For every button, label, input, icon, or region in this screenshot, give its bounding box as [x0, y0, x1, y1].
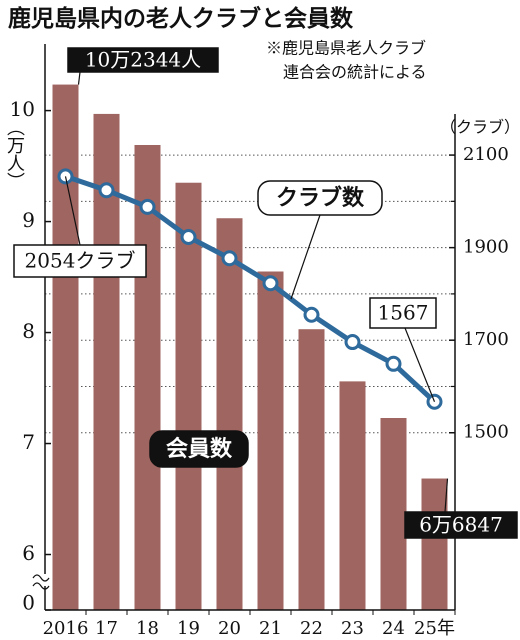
marker	[262, 275, 279, 292]
bar	[339, 381, 366, 610]
callout	[444, 478, 449, 513]
bar	[134, 144, 161, 610]
value-label-box	[13, 244, 147, 278]
value-label: 6万6847	[419, 513, 503, 537]
y-tick-label: 7	[22, 430, 35, 454]
marker	[180, 228, 197, 245]
x-tick-label: 2016	[43, 618, 89, 639]
bar	[175, 182, 202, 610]
callout	[64, 176, 81, 246]
legend-label: 会員数	[166, 436, 233, 462]
x-tick-label: 18	[136, 618, 159, 639]
bar	[298, 329, 325, 610]
marker	[385, 355, 402, 372]
y2-tick-label: 1500	[463, 422, 509, 443]
y-tick-label: 0	[22, 591, 35, 615]
bar	[421, 478, 448, 610]
x-tick-label: 22	[300, 618, 323, 639]
callout	[290, 214, 321, 300]
legend-box	[149, 430, 249, 468]
callout	[77, 71, 81, 85]
bar	[52, 84, 79, 610]
x-tick-label: 20	[218, 618, 241, 639]
y2-tick-label: 2100	[463, 144, 509, 165]
x-tick-label: 25年	[414, 618, 455, 639]
legend-label: クラブ数	[276, 185, 365, 211]
line	[64, 173, 437, 404]
y2-tick-label: 1700	[463, 329, 509, 350]
y2-axis-label: （クラブ）	[440, 118, 520, 137]
value-label: 2054クラブ	[25, 249, 136, 273]
marker	[221, 250, 238, 267]
callout	[404, 327, 436, 402]
value-label: 1567	[378, 301, 429, 325]
y-tick-label: 6	[22, 541, 35, 565]
y-tick-label: 10	[10, 97, 35, 121]
note: 連合会の統計による	[283, 63, 427, 82]
x-tick-label: 21	[259, 618, 282, 639]
y2-tick-label: 1900	[463, 237, 509, 258]
legend-box	[257, 180, 383, 216]
value-label-box	[404, 511, 518, 539]
y-tick-label: 8	[22, 319, 35, 343]
value-label-box	[369, 297, 437, 329]
y-axis-label: （万人）	[4, 118, 25, 190]
value-label: 10万2344人	[85, 48, 201, 72]
x-tick-label: 23	[341, 618, 364, 639]
value-label-box	[67, 47, 219, 73]
marker	[303, 306, 320, 323]
marker	[344, 334, 361, 351]
axis-break	[32, 574, 50, 590]
marker	[139, 198, 156, 215]
x-tick-label: 24	[382, 618, 405, 639]
bar	[257, 271, 284, 610]
bar	[380, 418, 407, 610]
x-tick-label: 17	[95, 618, 118, 639]
marker	[98, 182, 115, 199]
x-tick-label: 19	[177, 618, 200, 639]
note: ※鹿児島県老人クラブ	[266, 39, 426, 58]
chart-title: 鹿児島県内の老人クラブと会員数	[8, 5, 354, 32]
bar	[216, 218, 243, 611]
y-tick-label: 9	[22, 208, 35, 232]
